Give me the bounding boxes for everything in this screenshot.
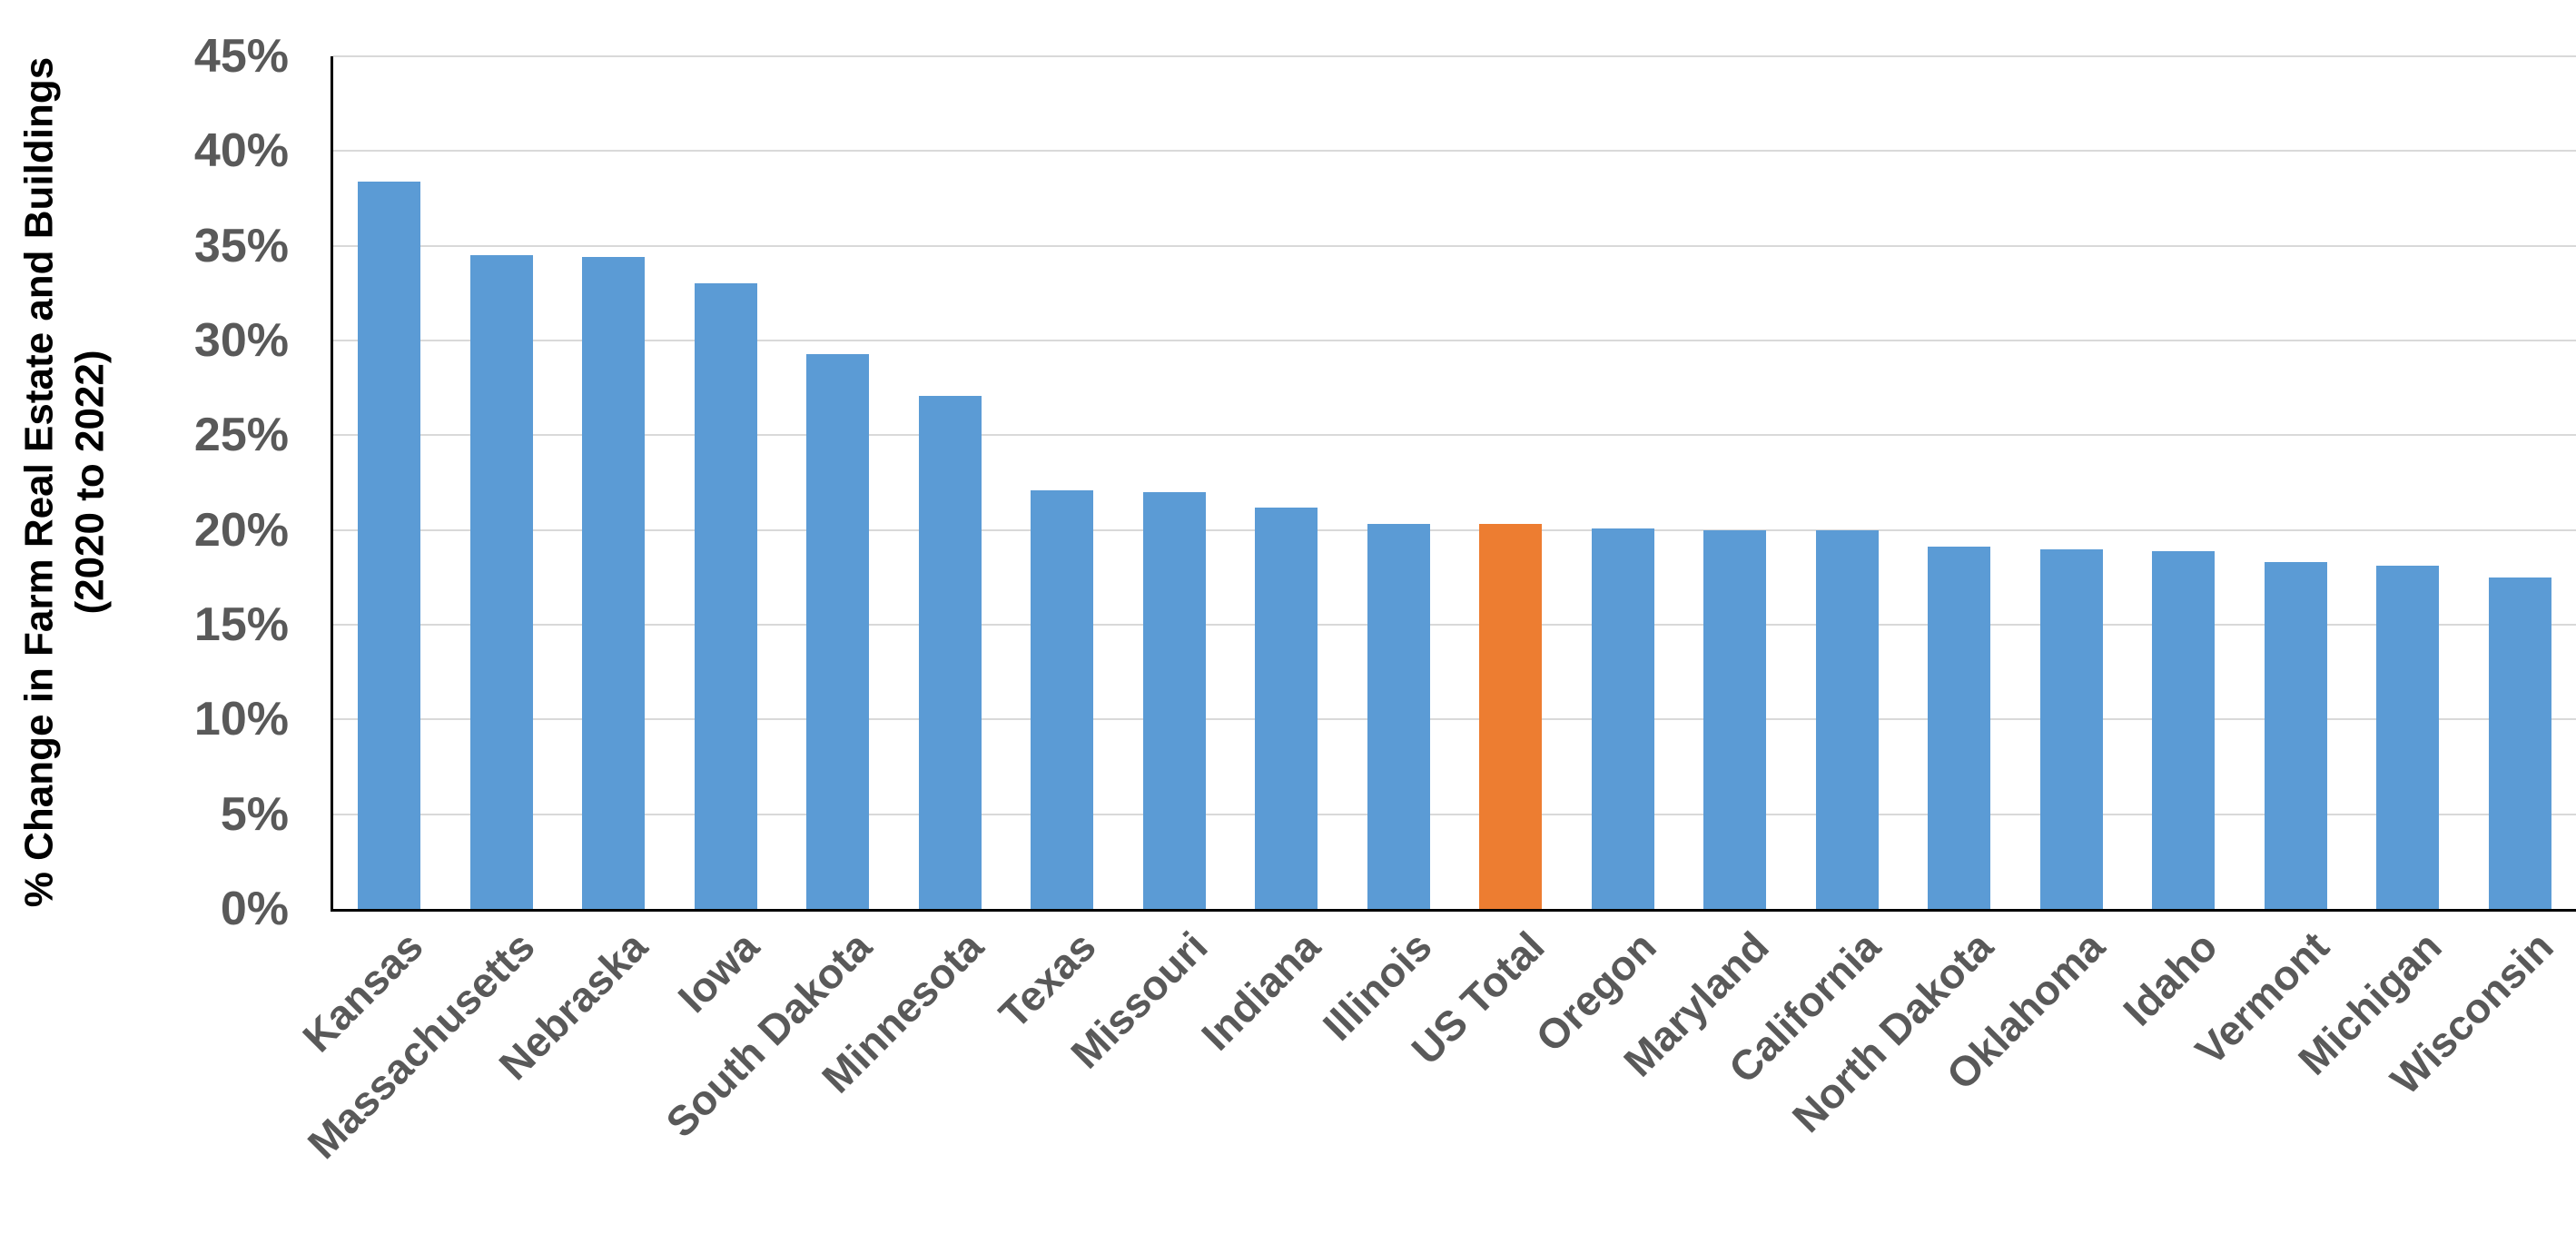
bar-kansas [358,181,421,909]
bar-oregon [1591,528,1654,909]
gridline-5 [333,813,2576,815]
bar-missouri [1142,491,1206,909]
y-axis-title-line2: (2020 to 2022) [68,350,113,615]
y-tick-label: 45% [193,30,289,83]
y-tick-label: 20% [193,503,289,557]
bar-wisconsin [2488,577,2551,909]
y-tick-label: 35% [193,219,289,272]
x-label-iowa: Iowa [668,922,768,1022]
gridline-20 [333,528,2576,531]
x-label-indiana: Indiana [1191,922,1329,1060]
y-tick-label: 5% [220,787,289,841]
gridline-45 [333,55,2576,57]
y-tick-label: 0% [220,883,289,935]
bar-north-dakota [1928,547,1991,909]
bar-oklahoma [2039,548,2103,909]
bar-iowa [694,283,757,909]
bar-us-total [1479,524,1543,909]
x-label-north-dakota: North Dakota [1782,922,2002,1141]
y-axis-title: % Change in Farm Real Estate and Buildin… [15,57,117,907]
gridline-40 [333,150,2576,153]
bar-indiana [1255,507,1318,909]
y-tick-label: 40% [193,124,289,178]
y-tick-label: 30% [193,314,289,367]
y-tick-label: 15% [193,598,289,651]
y-tick-label: 10% [193,693,289,746]
gridline-15 [333,624,2576,626]
y-tick-label: 25% [193,409,289,462]
bar-idaho [2152,550,2216,909]
bar-texas [1031,489,1094,909]
gridline-10 [333,718,2576,721]
bar-california [1815,529,1879,909]
gridline-30 [333,340,2576,341]
bar-michigan [2376,566,2440,909]
gridline-25 [333,434,2576,437]
bar-vermont [2264,562,2327,909]
bar-minnesota [918,395,982,909]
x-label-idaho: Idaho [2113,922,2226,1035]
bar-massachusetts [469,255,533,909]
bar-illinois [1367,524,1430,909]
y-axis-title-line1: % Change in Farm Real Estate and Buildin… [16,56,62,908]
bar-nebraska [582,257,646,909]
bar-maryland [1703,529,1767,909]
plot-area [331,55,2576,912]
bar-south-dakota [806,353,870,909]
gridline-35 [333,244,2576,247]
